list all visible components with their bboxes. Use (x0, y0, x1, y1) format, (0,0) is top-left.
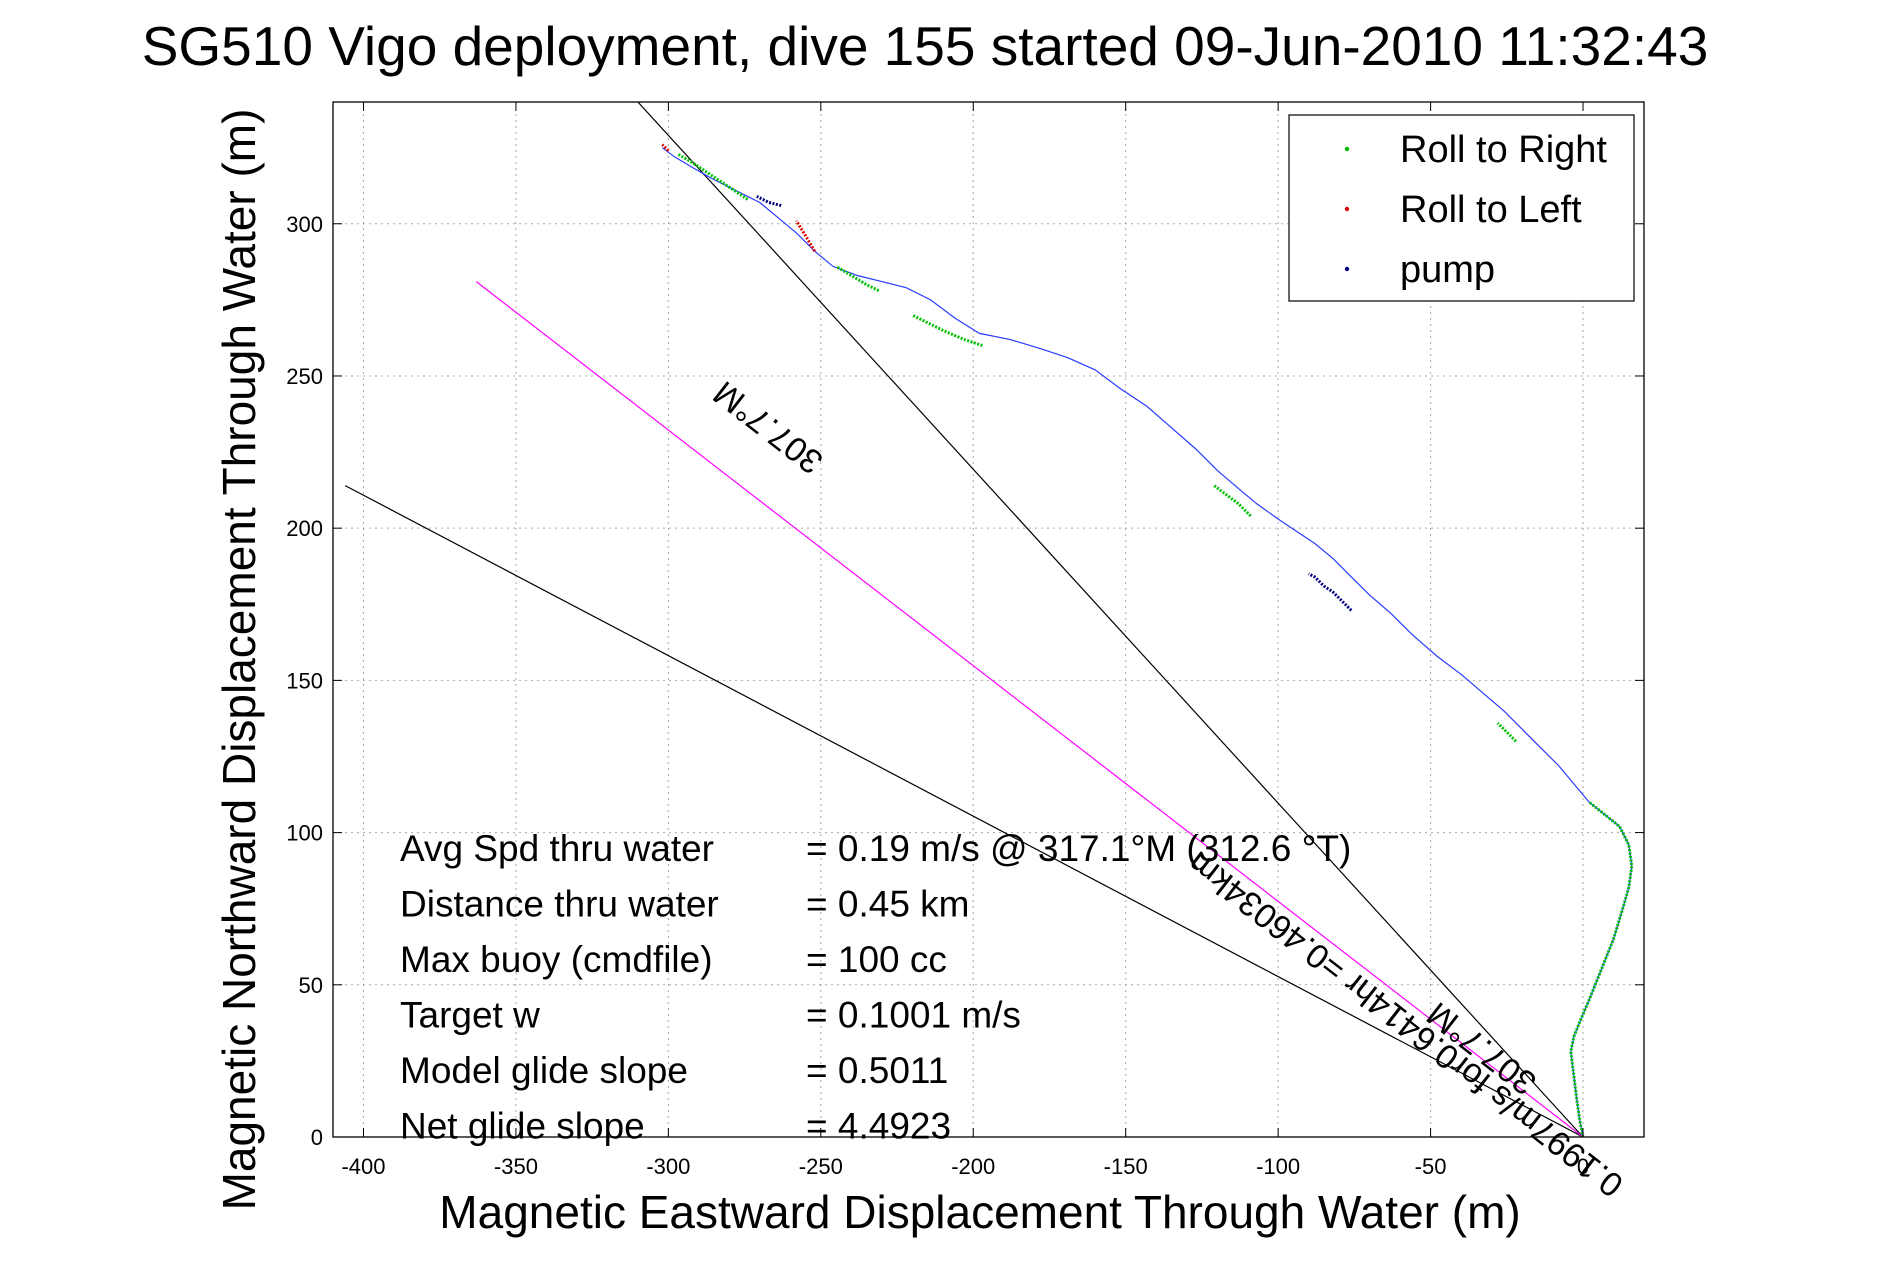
legend-marker (1344, 266, 1350, 272)
stat-value: = 0.19 m/s @ 317.1°M (312.6 °T) (806, 828, 1351, 869)
roll-right-segment (1569, 800, 1634, 1138)
glider-track (661, 147, 1633, 1138)
axis-ticks: -400 -350 -300 -250 -200 -150 -100 -50 0 0 50 100 15… (286, 101, 1645, 1179)
y-tick-label: 300 (286, 212, 323, 237)
legend-marker (1344, 206, 1350, 212)
y-tick-label: 200 (286, 516, 323, 541)
reference-line (475, 281, 1584, 1137)
pump-segment (756, 195, 782, 207)
y-tick-label: 0 (311, 1125, 323, 1150)
stat-value: = 100 cc (806, 939, 947, 980)
roll-left-segment (661, 143, 670, 152)
roll-right-segment (835, 265, 880, 293)
x-tick-label: -400 (341, 1154, 385, 1179)
stat-label: Target w (400, 995, 540, 1036)
reference-line (637, 102, 1584, 1137)
y-axis-label: Magnetic Northward Displacement Through … (213, 109, 265, 1211)
y-tick-label: 100 (286, 821, 323, 846)
x-axis-label: Magnetic Eastward Displacement Through W… (439, 1186, 1520, 1238)
stat-value: = 0.1001 m/s (806, 995, 1021, 1036)
stat-value: = 0.45 km (806, 884, 970, 925)
roll-pump-markers (661, 143, 1634, 1138)
roll-right-segment (676, 152, 749, 201)
x-tick-label: 0 (1577, 1154, 1589, 1179)
legend: Roll to Right Roll to Left pump (1288, 114, 1635, 302)
y-tick-label: 150 (286, 668, 323, 693)
x-tick-label: -250 (799, 1154, 843, 1179)
axes-box (332, 101, 1645, 1138)
track-line (661, 147, 1633, 1138)
legend-marker (1344, 146, 1350, 152)
reference-lines (344, 102, 1584, 1137)
pump-segment (1307, 572, 1353, 612)
stat-label: Avg Spd thru water (400, 828, 714, 869)
roll-left-segment (795, 219, 816, 252)
stat-value: = 0.5011 (806, 1050, 948, 1091)
x-tick-label: -50 (1415, 1154, 1447, 1179)
stats-block: Avg Spd thru water = 0.19 m/s @ 317.1°M (… (400, 828, 1351, 1147)
legend-label: Roll to Left (1400, 189, 1582, 231)
stat-label: Max buoy (cmdfile) (400, 939, 713, 980)
x-tick-label: -200 (951, 1154, 995, 1179)
roll-right-segment (1213, 484, 1252, 518)
roll-right-segment (1496, 721, 1517, 743)
stat-value: = 4.4923 (806, 1106, 951, 1147)
stat-label: Distance thru water (400, 884, 719, 925)
stat-label: Net glide slope (400, 1106, 645, 1147)
x-tick-label: -150 (1104, 1154, 1148, 1179)
x-tick-label: -350 (494, 1154, 538, 1179)
y-tick-label: 50 (299, 973, 323, 998)
stat-label: Model glide slope (400, 1050, 688, 1091)
roll-right-segment (911, 313, 983, 347)
x-tick-label: -300 (646, 1154, 690, 1179)
chart-title: SG510 Vigo deployment, dive 155 started … (142, 15, 1709, 77)
legend-label: pump (1400, 249, 1495, 291)
legend-label: Roll to Right (1400, 129, 1607, 171)
y-tick-label: 250 (286, 364, 323, 389)
x-tick-label: -100 (1256, 1154, 1300, 1179)
reference-line (344, 485, 1584, 1137)
